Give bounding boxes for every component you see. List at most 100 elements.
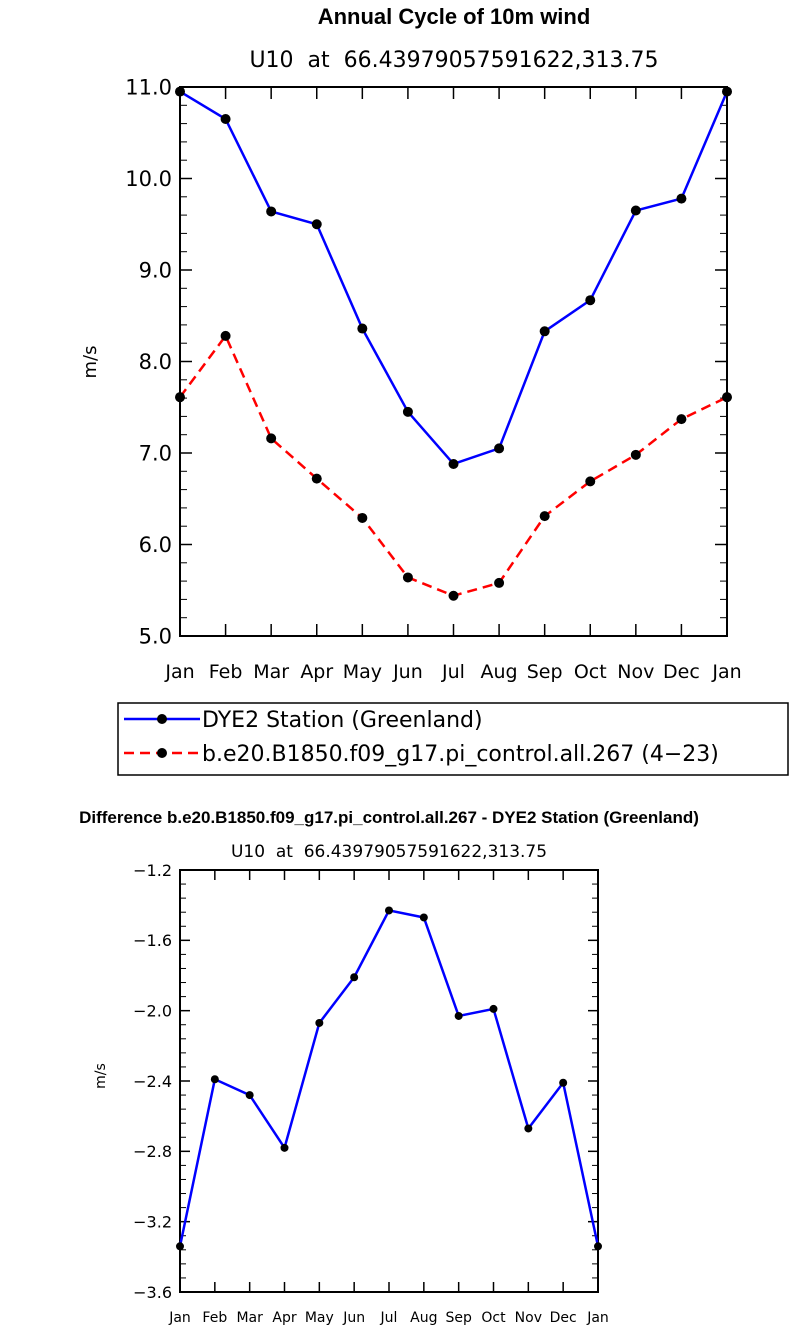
x-tick-label: Dec bbox=[663, 661, 700, 683]
series-0-point bbox=[594, 1242, 602, 1251]
series-1-point bbox=[676, 414, 687, 425]
chart-1-legend: DYE2 Station (Greenland) b.e20.B1850.f09… bbox=[117, 702, 789, 776]
y-tick-label: −2.0 bbox=[133, 1001, 172, 1020]
series-0-point bbox=[175, 86, 185, 97]
series-0-point bbox=[585, 295, 596, 306]
series-1-point bbox=[175, 392, 185, 403]
series-0-point bbox=[210, 1075, 219, 1084]
series-0-point bbox=[494, 443, 505, 454]
x-tick-label: Dec bbox=[550, 1310, 577, 1326]
series-0-point bbox=[315, 1018, 324, 1027]
series-0-point bbox=[266, 206, 277, 217]
series-0-point bbox=[448, 458, 459, 469]
series-0-point bbox=[676, 193, 687, 204]
x-tick-label: Jan bbox=[168, 1310, 191, 1326]
legend-marker-model bbox=[157, 748, 167, 758]
series-0-point bbox=[722, 86, 732, 97]
chart-2-axes: −3.6 −3.2 −2.8 −2.4 −2.0 −1.6 −1.2 Jan Feb Mar Apr… bbox=[133, 861, 609, 1326]
legend-label-dye2: DYE2 Station (Greenland) bbox=[202, 708, 483, 733]
series-1-point bbox=[357, 512, 368, 523]
series-1-point bbox=[539, 511, 550, 522]
series-0-point bbox=[559, 1078, 568, 1087]
chart-1-title: Annual Cycle of 10m wind bbox=[318, 4, 591, 29]
y-tick-label: 8.0 bbox=[139, 350, 172, 374]
series-0-line bbox=[179, 90, 729, 466]
chart-1-axes: 5.0 6.0 7.0 8.0 9.0 10.0 11.0 Jan Feb Mar Apr May Ju… bbox=[125, 76, 741, 683]
y-tick-label: −1.2 bbox=[133, 861, 172, 880]
chart-2: Difference b.e20.B1850.f09_g17.pi_contro… bbox=[79, 808, 699, 1326]
x-tick-label: Jul bbox=[441, 661, 465, 683]
series-1-point bbox=[494, 577, 505, 588]
x-tick-label: Jan bbox=[164, 661, 194, 683]
series-0-line bbox=[178, 909, 600, 1247]
chart-2-title: Difference b.e20.B1850.f09_g17.pi_contro… bbox=[79, 808, 699, 827]
y-tick-label: 5.0 bbox=[139, 625, 172, 649]
series-0-point bbox=[357, 323, 368, 334]
x-tick-label: Jun bbox=[392, 661, 423, 683]
series-1-point bbox=[630, 449, 641, 460]
series-0-point bbox=[176, 1242, 184, 1251]
chart-2-plot-area bbox=[176, 906, 602, 1251]
legend-marker-dye2 bbox=[157, 714, 167, 724]
x-tick-label: Jan bbox=[711, 661, 741, 683]
x-tick-label: Jun bbox=[342, 1310, 365, 1326]
x-tick-label: Sep bbox=[445, 1310, 472, 1326]
chart-1-ylabel: m/s bbox=[80, 346, 101, 379]
y-tick-label: −3.6 bbox=[133, 1283, 172, 1302]
series-0-point bbox=[245, 1091, 254, 1100]
series-1-point bbox=[722, 392, 732, 403]
x-tick-label: Jul bbox=[380, 1310, 398, 1326]
series-1-point bbox=[220, 330, 231, 341]
series-1-point bbox=[311, 473, 322, 484]
y-tick-label: −3.2 bbox=[133, 1212, 172, 1231]
y-tick-label: −2.8 bbox=[133, 1142, 172, 1161]
series-0-point bbox=[311, 219, 322, 230]
series-0-point bbox=[489, 1004, 498, 1013]
series-0-point bbox=[524, 1124, 533, 1133]
x-tick-label: Feb bbox=[202, 1310, 227, 1326]
series-1-point bbox=[402, 572, 413, 583]
x-tick-label: May bbox=[305, 1310, 334, 1326]
plot-frame bbox=[179, 86, 728, 637]
series-0-point bbox=[350, 973, 359, 982]
series-0-point bbox=[419, 913, 428, 922]
series-1-point bbox=[448, 590, 459, 601]
x-tick-label: May bbox=[343, 661, 382, 683]
y-tick-label: 10.0 bbox=[125, 167, 172, 191]
x-tick-label: Jan bbox=[586, 1310, 609, 1326]
x-tick-label: Apr bbox=[272, 1310, 296, 1326]
y-tick-label: 7.0 bbox=[139, 442, 172, 466]
y-tick-label: −1.6 bbox=[133, 931, 172, 950]
series-0-point bbox=[280, 1143, 289, 1152]
x-tick-label: Aug bbox=[410, 1310, 437, 1326]
series-0-point bbox=[539, 326, 550, 337]
series-1-point bbox=[266, 433, 277, 444]
y-tick-label: 11.0 bbox=[125, 76, 172, 100]
chart-2-subtitle: U10 at 66.43979057591622,313.75 bbox=[231, 842, 547, 862]
x-tick-label: Nov bbox=[617, 661, 654, 683]
series-1-point bbox=[585, 476, 596, 487]
x-tick-label: Nov bbox=[515, 1310, 542, 1326]
series-0-point bbox=[454, 1011, 463, 1020]
y-tick-label: −2.4 bbox=[133, 1072, 172, 1091]
x-tick-label: Oct bbox=[481, 1310, 506, 1326]
x-tick-label: Sep bbox=[527, 661, 563, 683]
legend-box bbox=[117, 702, 789, 776]
x-tick-label: Oct bbox=[574, 661, 607, 683]
legend-label-model: b.e20.B1850.f09_g17.pi_control.all.267 (… bbox=[202, 742, 719, 767]
series-0-point bbox=[630, 205, 641, 216]
plot-frame bbox=[179, 869, 599, 1293]
series-0-point bbox=[385, 906, 393, 915]
chart-1: Annual Cycle of 10m wind U10 at 66.43979… bbox=[80, 4, 789, 776]
x-tick-label: Aug bbox=[481, 661, 518, 683]
chart-2-ylabel: m/s bbox=[93, 1063, 109, 1089]
y-tick-label: 9.0 bbox=[139, 259, 172, 283]
x-tick-label: Mar bbox=[236, 1310, 263, 1326]
series-0-point bbox=[402, 406, 413, 417]
series-0-point bbox=[220, 114, 231, 125]
chart-1-plot-area bbox=[175, 86, 732, 601]
x-tick-label: Feb bbox=[209, 661, 243, 683]
y-tick-label: 6.0 bbox=[139, 533, 172, 557]
chart-1-subtitle: U10 at 66.43979057591622,313.75 bbox=[249, 48, 658, 73]
